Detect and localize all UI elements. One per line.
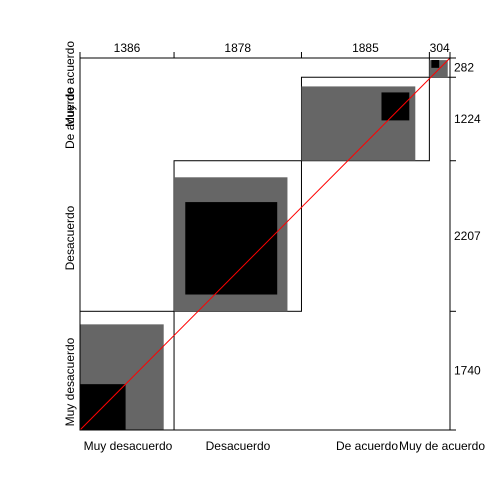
row-total-label: 1740	[454, 364, 481, 378]
exact-agreement-rect-3	[381, 92, 409, 120]
y-category-label: Desacuerdo	[63, 205, 77, 270]
x-category-label: Desacuerdo	[206, 439, 271, 453]
row-total-label: 282	[454, 61, 474, 75]
y-category-label: Muy desacuerdo	[63, 337, 77, 426]
diagonal-reference-line	[80, 58, 450, 430]
y-category-label: Muy de acuerdo	[63, 41, 77, 127]
x-category-label: Muy desacuerdo	[84, 439, 173, 453]
exact-agreement-rect-4	[431, 60, 439, 68]
column-total-label: 1878	[224, 41, 251, 55]
column-total-label: 1386	[114, 41, 141, 55]
row-total-label: 1224	[454, 112, 481, 126]
x-category-label: Muy de acuerdo	[399, 439, 485, 453]
column-total-label: 304	[430, 41, 450, 55]
exact-agreement-rect-2	[185, 202, 277, 294]
column-total-label: 1885	[352, 41, 379, 55]
x-category-label: De acuerdo	[336, 439, 398, 453]
row-total-label: 2207	[454, 229, 481, 243]
